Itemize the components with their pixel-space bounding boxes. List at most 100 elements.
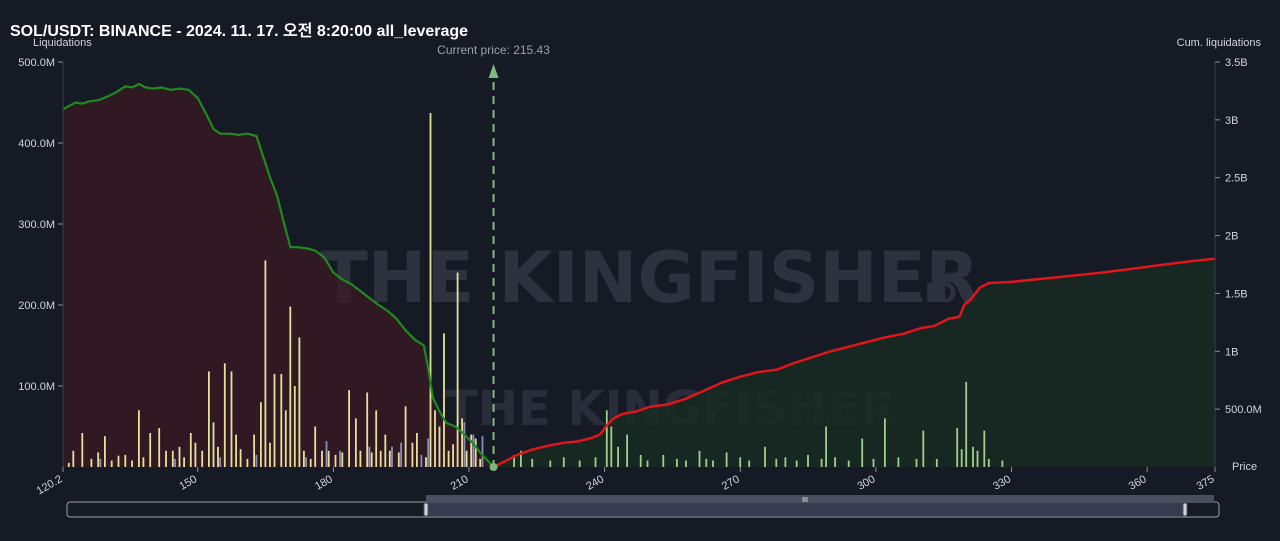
navigator-grip-icon[interactable]: III	[802, 497, 808, 504]
liquidation-bar-long	[289, 306, 292, 467]
liquidation-bar-long	[456, 272, 459, 467]
x-tick-label: 210	[449, 473, 471, 493]
liquidation-bar-short	[617, 446, 619, 468]
liquidation-bar-long	[142, 457, 145, 467]
y-right-tick-label: 500.0M	[1225, 404, 1262, 416]
liquidation-bar-long	[158, 428, 161, 467]
liquidation-bar-long	[253, 434, 255, 467]
liquidation-bar-long	[273, 373, 276, 467]
y-left-tick-label: 300.0M	[18, 219, 55, 231]
liquidation-bar-short	[520, 450, 522, 467]
liquidation-bar-long-secondary	[391, 446, 393, 468]
x-tick-label: 150	[177, 473, 199, 493]
liquidation-bar-short	[884, 418, 886, 467]
liquidation-bar-short	[626, 434, 628, 467]
liquidation-bar-long	[212, 422, 215, 467]
short-cum-area	[493, 258, 1215, 467]
liquidation-bar-short	[1001, 460, 1004, 467]
liquidation-bar-long	[309, 458, 312, 467]
liquidation-bar-short	[662, 454, 665, 467]
navigator-scroll-thumb[interactable]	[426, 495, 1214, 503]
liquidation-bar-long	[67, 462, 70, 467]
x-tick-label: 120.2	[35, 473, 65, 497]
liquidation-bar-short	[847, 460, 850, 467]
liquidation-bar-long	[110, 460, 113, 467]
range-navigator[interactable]: III	[66, 495, 1220, 518]
watermark-suffix: .IO	[915, 279, 957, 309]
liquidation-bar-long	[404, 406, 407, 468]
liquidation-bar-long	[359, 450, 362, 467]
liquidation-bar-long	[375, 410, 378, 467]
liquidation-bar-long-secondary	[325, 441, 328, 467]
liquidation-bar-long-secondary	[472, 434, 475, 467]
liquidation-bar-long-secondary	[427, 438, 430, 467]
current-price-marker: Current price: 215.43	[437, 43, 550, 471]
liquidation-bar-long	[189, 433, 192, 467]
liquidation-bar-long	[246, 458, 249, 467]
liquidation-bar-long	[260, 402, 262, 467]
liquidation-bar-long	[81, 433, 84, 467]
liquidation-bar-long	[416, 433, 418, 467]
navigator-selection[interactable]	[426, 503, 1185, 516]
liquidation-bar-short	[705, 458, 708, 467]
liquidation-bar-short	[972, 446, 974, 468]
liquidation-bar-long	[465, 450, 468, 467]
liquidation-bar-long	[104, 436, 106, 467]
liquidation-bar-short	[987, 458, 990, 467]
liquidation-bar-long	[239, 449, 242, 467]
long-cum-line	[62, 82, 495, 468]
liquidation-bar-short	[807, 454, 809, 467]
liquidation-bar-short	[784, 457, 787, 467]
x-tick-label: 270	[720, 473, 742, 493]
y-right-tick-label: 2.5B	[1225, 173, 1248, 185]
liquidation-bar-short	[639, 454, 642, 467]
navigator-right-handle[interactable]	[1182, 502, 1188, 517]
liquidation-bar-long	[97, 452, 100, 467]
liquidation-bar-long	[131, 460, 133, 467]
liquidation-bar-long	[124, 454, 127, 467]
y-right-tick-label: 1B	[1225, 346, 1238, 358]
liquidation-bar-long	[208, 371, 210, 467]
liquidation-bar-short	[685, 460, 687, 467]
x-axis-ticks: 120.2 150 180 210 240 270 300 330 360 375	[35, 467, 1217, 497]
liquidation-bar-short	[764, 446, 766, 468]
liquidation-bar-short	[825, 426, 827, 467]
liquidation-bar-long	[348, 390, 350, 467]
x-axis-title: Price	[1232, 461, 1257, 473]
liquidation-bar-long	[293, 386, 296, 467]
liquidation-bar-long	[341, 452, 344, 467]
x-tick-label: 330	[991, 473, 1013, 493]
liquidation-bar-long	[434, 410, 436, 467]
watermark-upper: THE KINGFISHER .IO	[320, 237, 979, 319]
liquidation-bar-long	[72, 450, 75, 467]
liquidation-bar-long	[298, 337, 301, 467]
y-right-tick-label: 1.5B	[1225, 288, 1248, 300]
liquidation-bar-long-secondary	[305, 457, 307, 467]
liquidation-bar-long	[327, 450, 330, 467]
liquidation-bar-short	[676, 458, 678, 467]
right-axis-ticks: 500.0M 1B 1.5B 2B 2.5B 3B 3.5B	[1215, 57, 1262, 416]
y-left-tick-label: 100.0M	[18, 381, 55, 393]
liquidation-bar-long	[269, 442, 271, 467]
short-cum-line	[493, 257, 1216, 469]
liquidation-bar-short	[748, 460, 751, 467]
liquidation-bar-long-secondary	[481, 436, 484, 467]
liquidation-bar-long	[138, 410, 140, 467]
liquidation-bar-short	[965, 381, 968, 467]
liquidation-bar-long	[397, 452, 400, 467]
liquidation-bar-long	[461, 418, 463, 467]
liquidation-bar-long	[443, 333, 445, 467]
liquidation-bar-long-secondary	[255, 454, 258, 467]
navigator-left-handle[interactable]	[423, 502, 429, 517]
x-tick-label: 360	[1127, 473, 1149, 493]
left-axis-ticks: 100.0M 200.0M 300.0M 400.0M 500.0M	[18, 57, 63, 393]
chart-title: SOL/USDT: BINANCE - 2024. 11. 17. 오전 8:2…	[10, 23, 469, 40]
liquidation-bar-long	[165, 450, 167, 467]
liquidation-bar-short	[725, 452, 728, 467]
liquidation-bar-long	[183, 457, 185, 467]
liquidation-bar-long	[90, 458, 93, 467]
liquidation-bar-long	[217, 446, 219, 468]
liquidation-bar-short	[897, 457, 900, 467]
bars-group	[67, 113, 1004, 468]
